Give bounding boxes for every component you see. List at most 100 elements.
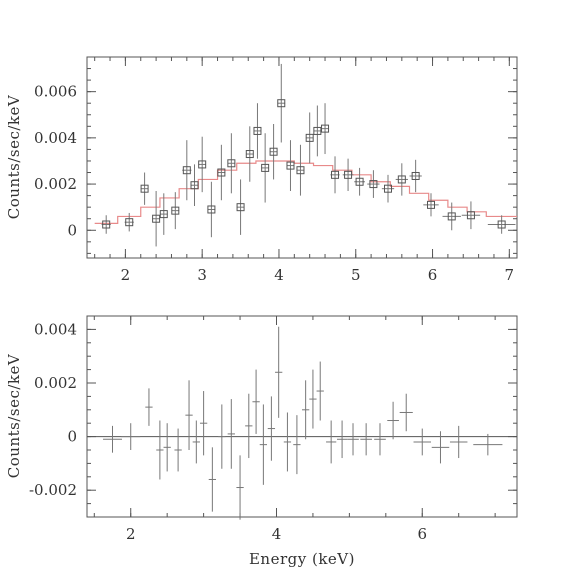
spectrum-data-point <box>190 164 199 207</box>
spectrum-data-point <box>182 140 192 201</box>
residual-data-point <box>163 423 171 472</box>
residuals-plot-frame <box>86 315 518 518</box>
x-tick-label: 6 <box>417 525 427 543</box>
spectrum-data-point <box>101 215 111 234</box>
data-marker <box>102 220 111 229</box>
data-marker <box>159 210 168 219</box>
x-axis-title: Energy (keV) <box>249 550 355 568</box>
residual-data-point <box>185 380 193 450</box>
residual-data-point <box>199 391 208 456</box>
residual-data-point <box>473 433 503 456</box>
spectrum-data-point <box>207 181 216 238</box>
residual-data-point <box>336 420 348 459</box>
residual-data-point <box>387 401 399 440</box>
spectrum-data-point <box>381 174 395 203</box>
spectrum-data-point <box>159 193 168 235</box>
residual-data-point <box>208 447 216 512</box>
data-marker <box>305 133 314 142</box>
spectrum-y-tick-labels: 0 0.002 0.004 0.006 <box>34 83 77 240</box>
data-marker <box>313 126 322 135</box>
y-tick-label: 0 <box>67 221 77 239</box>
spectrum-data-point <box>321 103 330 155</box>
data-marker <box>411 171 420 180</box>
data-marker <box>269 147 278 156</box>
x-tick-label: 5 <box>351 266 361 284</box>
spectrum-data-point <box>409 159 422 193</box>
data-marker <box>497 220 506 229</box>
residual-data-point <box>309 369 317 429</box>
data-marker <box>190 181 199 190</box>
spectrum-y-axis-title: Counts/sec/keV <box>5 94 23 219</box>
x-tick-label: 2 <box>126 525 136 543</box>
residuals-data-points <box>103 326 503 520</box>
spectrum-data-point <box>198 136 207 193</box>
residual-data-point <box>293 415 301 475</box>
spectrum-data-point <box>461 201 481 230</box>
spectrum-panel: 2 3 4 5 6 7 0 0.002 0.004 0.006 Counts/sec/keV <box>5 56 518 284</box>
spectrum-data-point <box>227 133 236 194</box>
spectrum-data-point <box>140 172 149 205</box>
residual-data-point <box>145 388 153 426</box>
data-marker <box>321 124 330 133</box>
y-tick-label: 0.002 <box>34 374 77 392</box>
residual-data-point <box>283 412 292 472</box>
data-marker <box>140 184 149 193</box>
residual-data-point <box>275 326 283 418</box>
data-marker <box>182 166 191 175</box>
spectrum-data-point <box>354 167 365 196</box>
data-marker <box>296 166 305 175</box>
spectrum-data-point <box>245 126 254 182</box>
spectrum-ticks <box>87 56 517 258</box>
spectrum-data-point <box>236 179 245 235</box>
data-marker <box>286 161 295 170</box>
spectrum-data-point <box>253 103 262 159</box>
model-step-line <box>94 160 517 224</box>
x-tick-label: 7 <box>505 266 515 284</box>
spectrum-plot-frame <box>86 56 518 259</box>
data-marker <box>125 218 134 227</box>
y-tick-label: 0.002 <box>34 175 77 193</box>
data-marker <box>227 159 236 168</box>
data-marker <box>198 160 207 169</box>
residual-data-point <box>259 404 268 485</box>
residual-data-point <box>174 428 182 472</box>
spectrum-data-point <box>367 170 380 198</box>
residual-data-point <box>103 425 122 453</box>
residual-data-point <box>360 423 372 456</box>
residual-data-point <box>236 455 244 520</box>
x-tick-label: 4 <box>272 525 282 543</box>
data-marker <box>207 205 216 214</box>
spectrum-data-point <box>171 192 180 230</box>
residual-data-point <box>267 396 276 461</box>
data-marker <box>217 168 226 177</box>
residual-data-point <box>399 393 413 432</box>
spectrum-data-point <box>423 193 439 217</box>
residual-data-point <box>252 369 260 434</box>
data-marker <box>369 180 378 189</box>
residual-data-point <box>245 393 253 459</box>
data-marker <box>427 200 435 209</box>
residual-data-point <box>227 399 235 469</box>
residuals-x-tick-labels: 2 4 6 <box>126 525 427 543</box>
residual-data-point <box>302 380 310 440</box>
y-tick-label: 0.004 <box>34 320 77 338</box>
y-tick-label: -0.002 <box>29 481 77 499</box>
residual-data-point <box>218 404 226 469</box>
x-tick-label: 2 <box>121 266 131 284</box>
x-tick-label: 3 <box>197 266 207 284</box>
residual-data-point <box>449 425 468 459</box>
residual-data-point <box>326 420 337 464</box>
y-tick-label: 0.006 <box>34 83 77 101</box>
residual-data-point <box>192 420 200 464</box>
data-marker <box>253 126 262 135</box>
spectrum-data-points <box>101 63 516 247</box>
residuals-ticks <box>87 315 517 518</box>
x-tick-label: 4 <box>274 266 284 284</box>
data-marker <box>466 211 475 220</box>
data-marker <box>171 206 180 215</box>
residual-data-point <box>413 428 431 456</box>
residuals-y-tick-labels: -0.002 0 0.002 0.004 <box>29 320 77 499</box>
data-marker <box>261 163 270 172</box>
spectrum-data-point <box>487 215 516 234</box>
y-tick-label: 0.004 <box>34 129 77 147</box>
